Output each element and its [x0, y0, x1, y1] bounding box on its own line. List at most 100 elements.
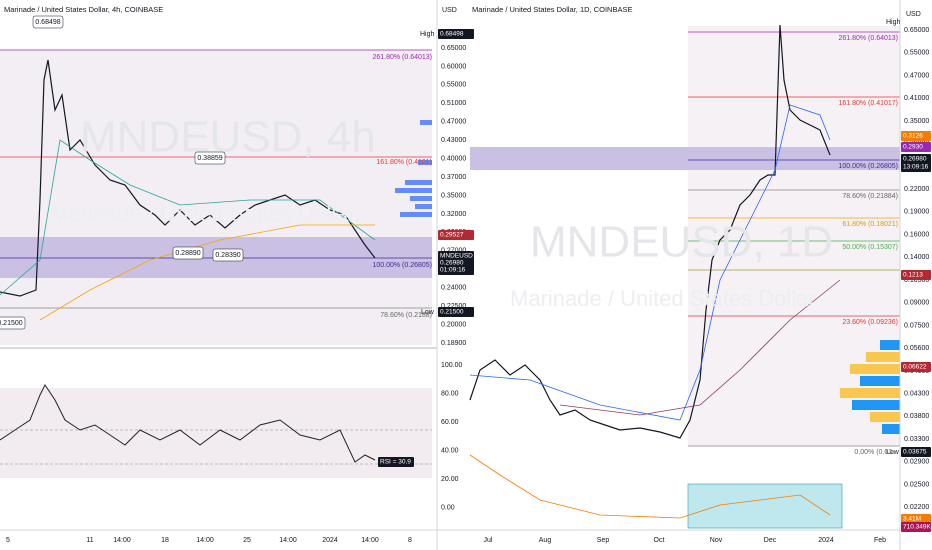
rsi-tag-bg [378, 457, 414, 467]
price-label: 0.05600 [904, 345, 929, 352]
rsi-axis-label: 60.00 [441, 419, 459, 426]
fib-label: 100.00% (0.26805) [372, 262, 432, 269]
watermark: Marinade / United States Dollar [510, 286, 816, 311]
watermark: Marinade / United States Dollar [50, 201, 356, 226]
fib-label: 61.80% (0.18021) [842, 221, 898, 228]
ema-tag-bg [901, 131, 931, 141]
fib-label: 78.60% (0.21884) [842, 193, 898, 200]
high-tag-bg [438, 29, 474, 39]
chart-title: Marinade / United States Dollar, 1D, COI… [472, 5, 633, 14]
fib-label: 161.80% (0.4101) [376, 159, 432, 166]
time-label: 14:00 [361, 537, 379, 544]
callout-bg [212, 248, 244, 262]
last-price: 0.26980 [903, 156, 927, 163]
time-label: Dec [764, 537, 777, 544]
rsi-axis-label: 20.00 [441, 476, 459, 483]
vp-tag-bg [901, 362, 931, 372]
price-label: 0.37000 [441, 174, 466, 181]
price-label: 0.02200 [904, 504, 929, 511]
time-label: 2024 [818, 537, 834, 544]
price-tag: 0.29527 [440, 232, 464, 239]
fib-label: 261.80% (0.64013) [838, 35, 898, 42]
time-label: 8 [408, 537, 412, 544]
low-tag: 0.03675 [903, 449, 927, 456]
price-candles [469, 24, 831, 439]
fib-label: 100.00% (0.26805) [838, 163, 898, 170]
countdown: 01:09:16 [440, 267, 466, 274]
watermark: MNDEUSD, 1D [530, 218, 833, 267]
price-label: 0.04300 [904, 390, 929, 397]
high-label: High [420, 31, 435, 38]
time-label: 14:00 [279, 537, 297, 544]
callout: 0.21500 [0, 320, 23, 327]
callout-bg [0, 316, 26, 330]
fib-label: 0.00% (0.03... [854, 449, 898, 456]
sma200-tag-bg [901, 270, 931, 280]
rsi-axis-label: 40.00 [441, 447, 459, 454]
price-label: 0.22500 [441, 303, 466, 310]
last-price-bg [901, 154, 931, 164]
price-label: 0.02900 [904, 459, 929, 466]
time-label: Jul [484, 537, 493, 544]
price-label: 0.22000 [904, 186, 929, 193]
sma200 [559, 279, 841, 416]
high-tag: 0.68498 [440, 31, 464, 38]
price-label: 0.20000 [441, 321, 466, 328]
fib-zone [0, 50, 432, 345]
callout-bg [32, 15, 64, 29]
callout: 0.28390 [215, 252, 240, 259]
fib-label: 78.60% (0.2188) [380, 312, 432, 319]
symbol-tag: MNDEUSD [440, 253, 473, 260]
time-label: Sep [597, 537, 610, 544]
volume-tag: 3.41M [903, 516, 921, 523]
price-label: 0.65000 [904, 27, 929, 34]
price-label: 0.47000 [441, 119, 466, 126]
callout-bg [194, 151, 226, 165]
chart-title: Marinade / United States Dollar, 4h, COI… [4, 5, 163, 14]
countdown-bg [901, 162, 931, 172]
price-label: 0.55000 [441, 82, 466, 89]
callout: 0.28890 [175, 250, 200, 257]
range-zone [470, 147, 900, 170]
fib-lines [688, 31, 900, 447]
price-label: 0.19000 [904, 209, 929, 216]
volume-ma [469, 454, 831, 519]
low-tag-bg [901, 447, 931, 457]
price-label: 0.18900 [441, 340, 466, 347]
price-label: 0.35000 [904, 118, 929, 125]
price-label: 0.24000 [441, 285, 466, 292]
price-label: 0.40000 [441, 155, 466, 162]
fib-label: 23.60% (0.09236) [842, 319, 898, 326]
callout-bg [172, 246, 204, 260]
price-label: 0.16000 [904, 231, 929, 238]
rsi-tag: RSI = 30.9 [380, 459, 411, 466]
selection-box [687, 483, 843, 529]
time-label: 2024 [322, 537, 338, 544]
price-label: 0.03800 [904, 413, 929, 420]
low-label: Low [886, 449, 900, 456]
price-label: 0.65000 [441, 45, 466, 52]
sma-tag: 0.2930 [903, 144, 923, 151]
price-label: 0.14000 [904, 254, 929, 261]
time-label: Nov [710, 537, 723, 544]
price-label: 0.10500 [904, 277, 929, 284]
sma200-tag: 0.1213 [903, 272, 923, 279]
currency: USD [906, 11, 921, 18]
low-tag-bg [438, 307, 474, 317]
rsi-line [0, 384, 376, 463]
fib-label: 261.80% (0.64013) [372, 54, 432, 61]
time-label: Oct [654, 537, 665, 544]
high-label: High [886, 19, 901, 26]
time-label: 5 [6, 537, 10, 544]
rsi-axis-label: 80.00 [441, 390, 459, 397]
countdown: 13:09:16 [903, 164, 929, 171]
price-label: 0.07500 [904, 322, 929, 329]
time-label: 14:00 [113, 537, 131, 544]
rsi-axis-label: 0.00 [441, 504, 455, 511]
fib-label: 161.80% (0.41017) [838, 100, 898, 107]
price-tag-bg [438, 230, 474, 240]
callout: 0.38859 [197, 155, 222, 162]
volume-tag-bg [901, 522, 931, 532]
volume-profile [840, 340, 900, 434]
